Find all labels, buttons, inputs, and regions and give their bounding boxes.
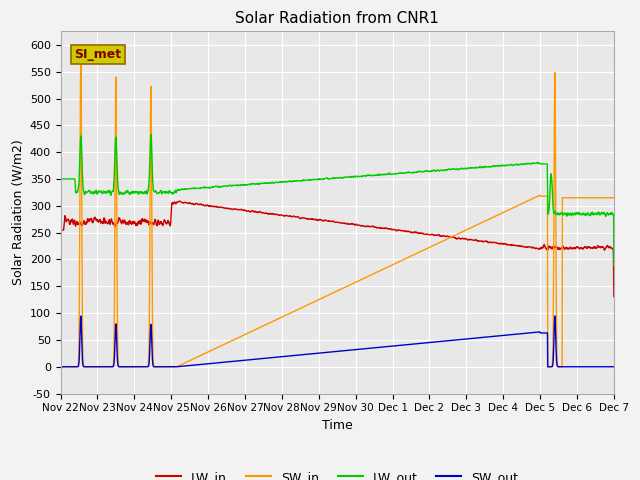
Y-axis label: Solar Radiation (W/m2): Solar Radiation (W/m2): [11, 140, 24, 286]
Title: Solar Radiation from CNR1: Solar Radiation from CNR1: [236, 11, 439, 26]
Text: SI_met: SI_met: [74, 48, 122, 61]
X-axis label: Time: Time: [322, 419, 353, 432]
Legend: LW_in, SW_in, LW_out, SW_out: LW_in, SW_in, LW_out, SW_out: [151, 466, 524, 480]
